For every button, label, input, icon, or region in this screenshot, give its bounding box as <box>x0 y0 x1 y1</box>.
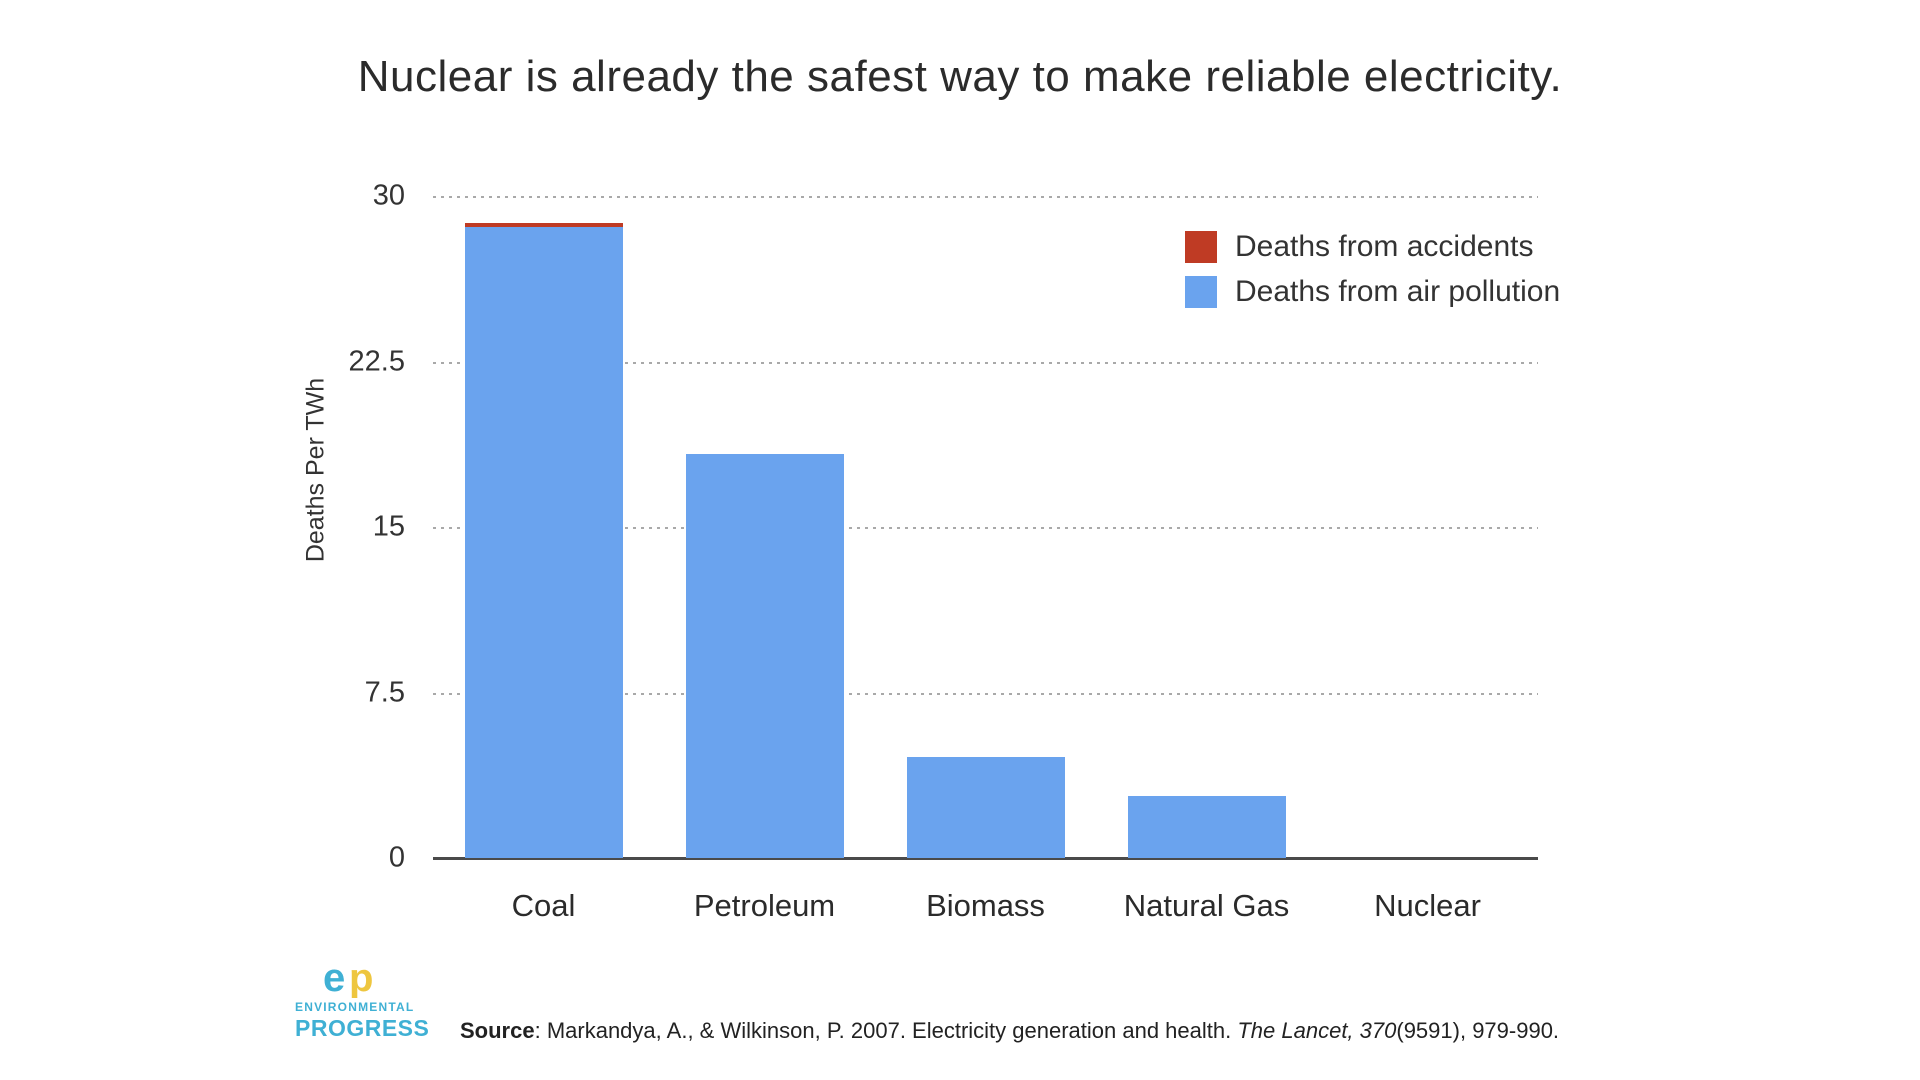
svg-text:e: e <box>323 960 345 998</box>
x-axis-line <box>433 857 1538 860</box>
x-label-coal: Coal <box>511 888 576 923</box>
gridline-15 <box>433 527 1538 529</box>
bar-coal-accidents <box>464 222 623 227</box>
legend: Deaths from accidents Deaths from air pol… <box>1185 224 1560 314</box>
gridline-7.5 <box>433 692 1538 695</box>
legend-row-accidents: Deaths from accidents <box>1185 224 1560 269</box>
svg-text:p: p <box>349 960 373 998</box>
y-tick-22.5: 22.5 <box>348 345 405 377</box>
y-tick-30: 30 <box>372 179 405 212</box>
source-journal: The Lancet, 370 <box>1237 1018 1397 1043</box>
x-label-petroleum: Petroleum <box>693 888 836 923</box>
source-label: Source <box>460 1018 535 1043</box>
x-label-natural-gas: Natural Gas <box>1123 888 1290 923</box>
ep-monogram-icon: e p <box>323 960 373 998</box>
x-label-biomass: Biomass <box>926 888 1045 923</box>
chart-title: Nuclear is already the safest way to mak… <box>357 52 1563 101</box>
x-label-nuclear: Nuclear <box>1374 888 1481 923</box>
gridline-30 <box>433 196 1538 198</box>
y-axis-title: Deaths Per TWh <box>301 377 330 563</box>
legend-label-air-pollution: Deaths from air pollution <box>1235 274 1561 308</box>
environmental-progress-logo: e p ENVIRONMENTAL PROGRESS <box>295 960 430 1042</box>
logo-progress-text: PROGRESS <box>295 1015 430 1041</box>
source-citation: Source: Markandya, A., & Wilkinson, P. 2… <box>460 1018 1559 1044</box>
source-pages: (9591), 979-990. <box>1396 1018 1560 1043</box>
y-tick-15: 15 <box>372 510 405 543</box>
legend-label-accidents: Deaths from accidents <box>1235 229 1534 263</box>
bar-coal-air-pollution <box>464 226 623 858</box>
bar-biomass-air-pollution <box>906 756 1065 858</box>
gridline-22.5 <box>433 361 1538 364</box>
plot-area: 30 22.5 15 7.5 0 Coal Petroleum Biomass Natural … <box>349 180 1538 923</box>
y-tick-0: 0 <box>388 841 405 874</box>
logo-environmental-text: ENVIRONMENTAL <box>295 1000 415 1014</box>
bar-petroleum-air-pollution <box>685 454 844 858</box>
legend-swatch-accidents <box>1185 230 1217 263</box>
legend-swatch-air-pollution <box>1185 275 1217 308</box>
y-tick-7.5: 7.5 <box>364 676 405 708</box>
bar-natural-gas-air-pollution <box>1127 796 1286 858</box>
legend-row-air-pollution: Deaths from air pollution <box>1185 269 1560 314</box>
source-text: : Markandya, A., & Wilkinson, P. 2007. E… <box>534 1018 1238 1043</box>
